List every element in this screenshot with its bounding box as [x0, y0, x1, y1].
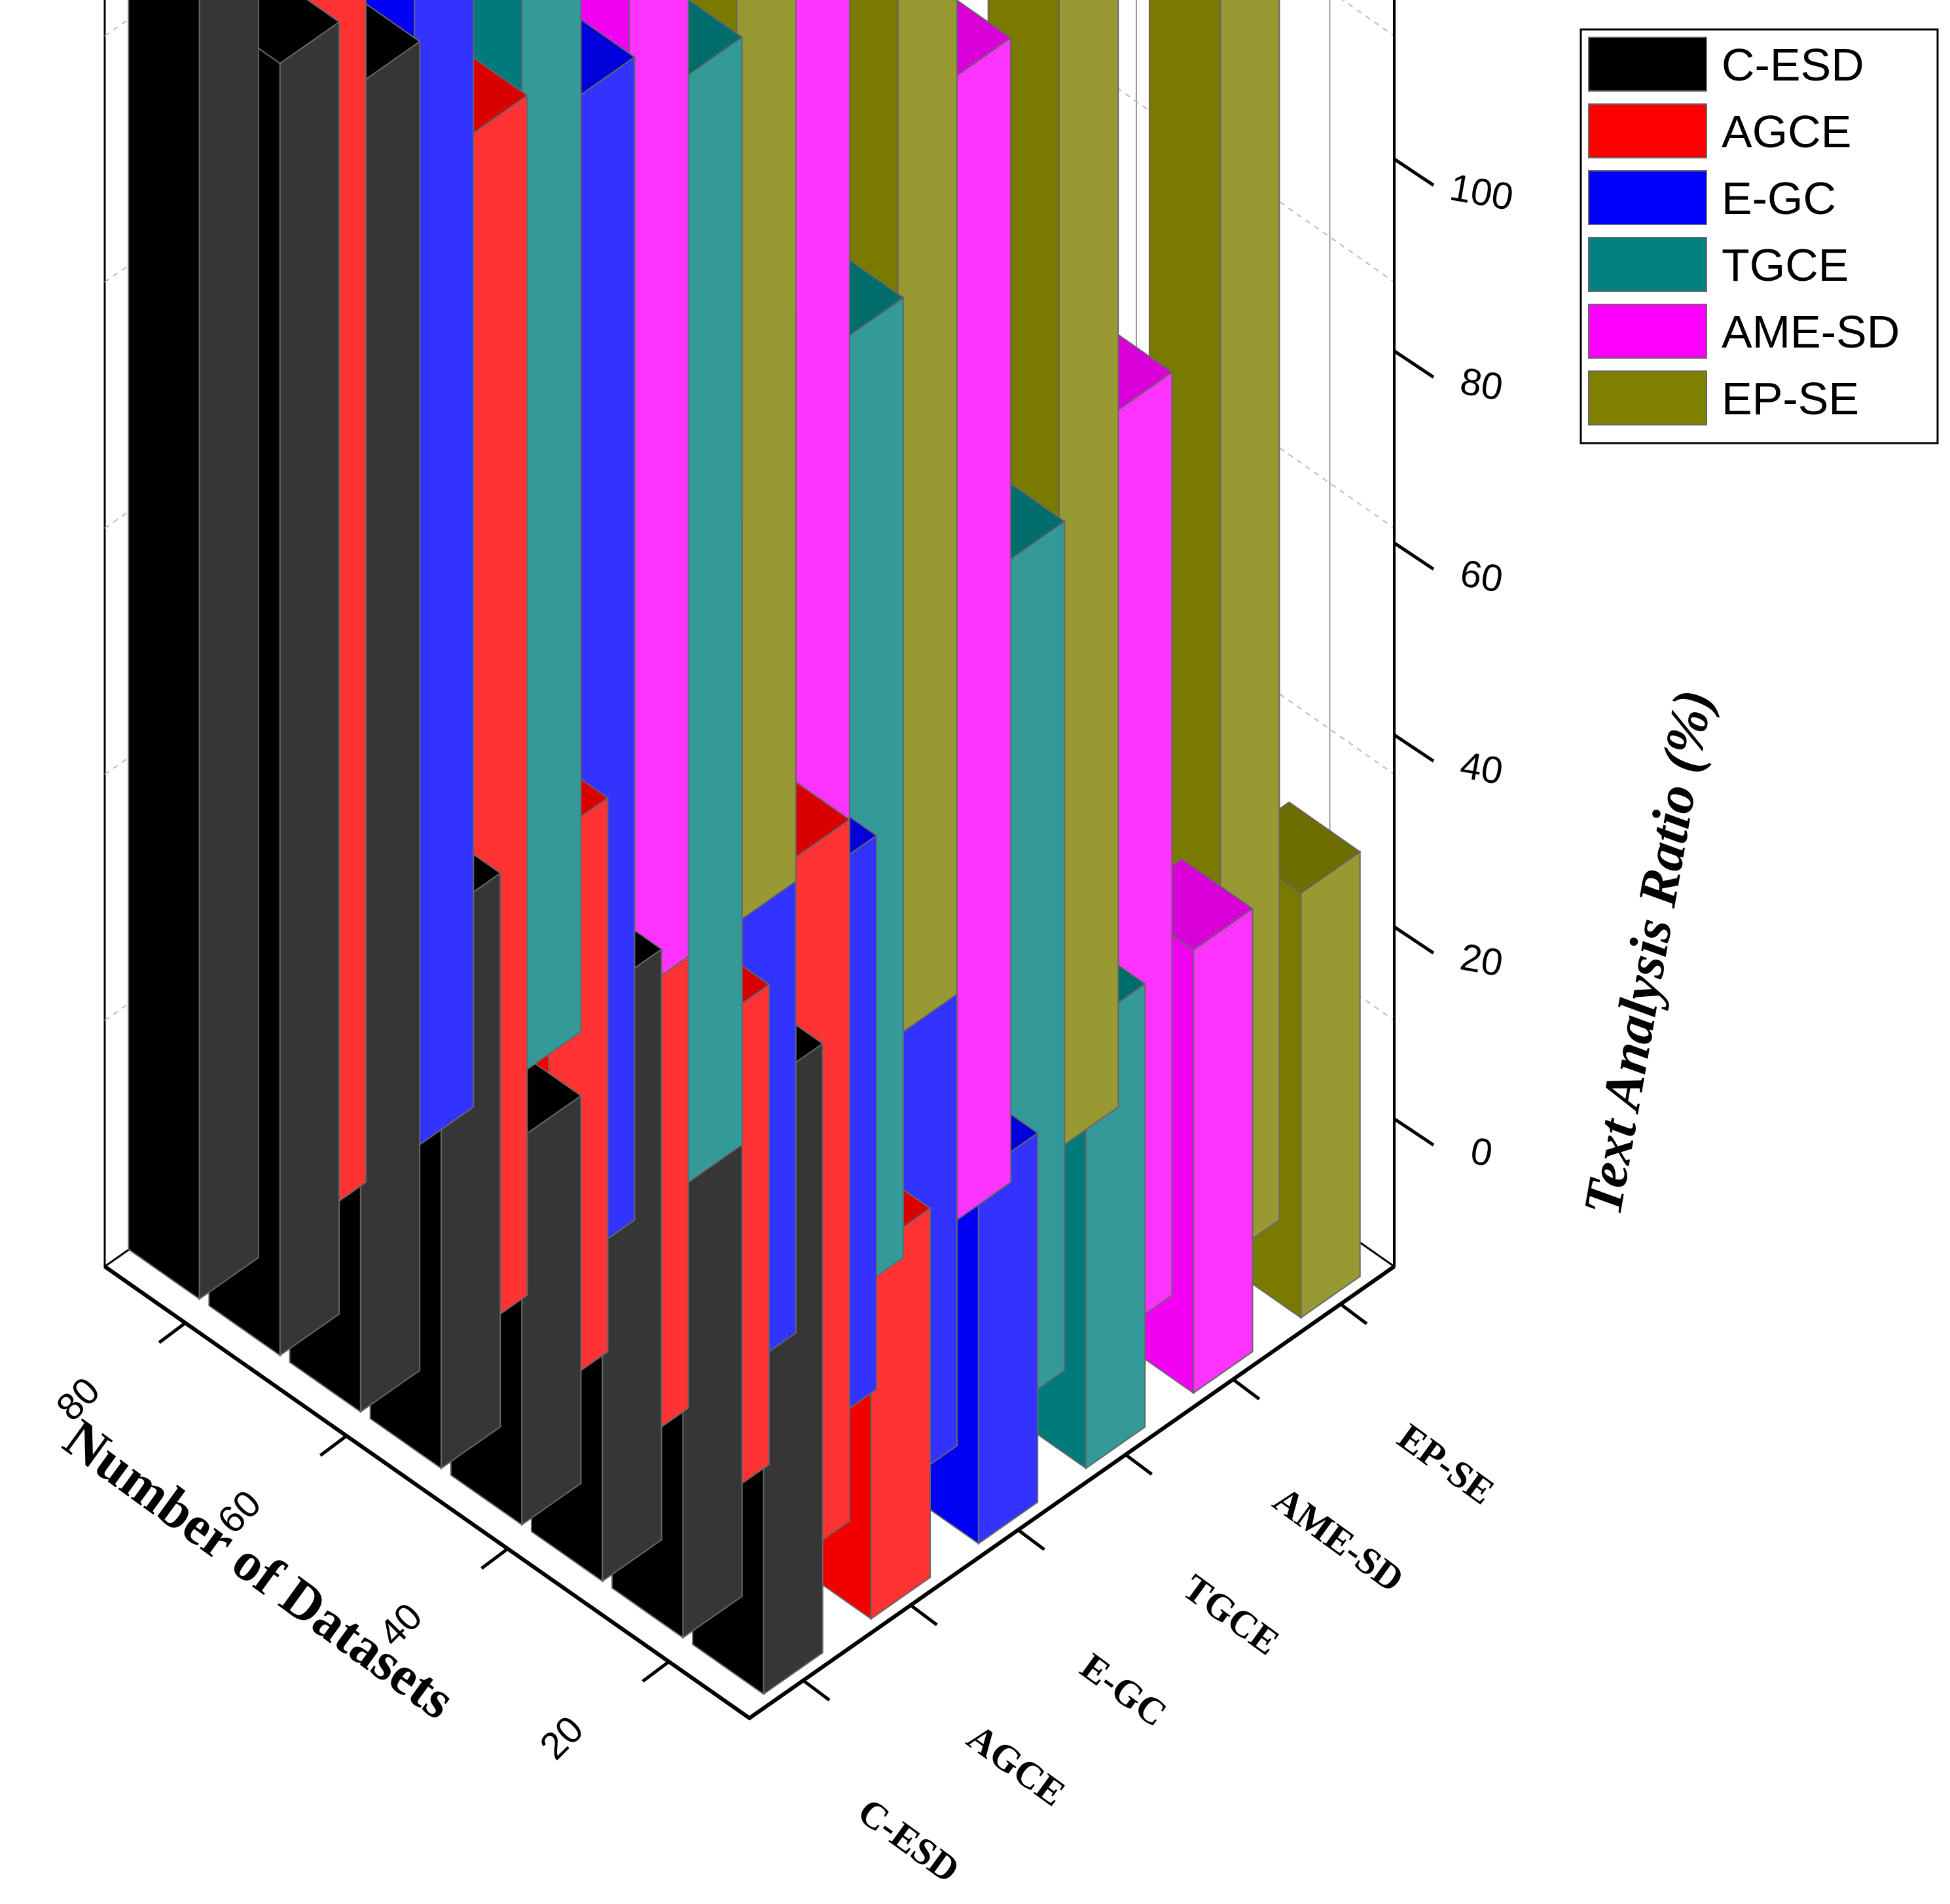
bar-side — [128, 0, 200, 1301]
legend-swatch — [1588, 170, 1707, 225]
bar-front — [1300, 850, 1361, 1320]
x-tick — [158, 1321, 187, 1344]
bar-front — [279, 20, 340, 1357]
legend-label: TGCE — [1722, 240, 1849, 291]
bars — [128, 0, 1362, 1696]
legend-swatch — [1588, 37, 1707, 92]
base-axis-lines — [103, 1265, 1396, 1721]
axis-box-front — [103, 0, 1396, 1721]
y-tick — [1339, 1302, 1368, 1325]
legend-swatch — [1588, 370, 1707, 425]
z-tick — [1393, 925, 1435, 955]
z-tick — [1393, 157, 1435, 187]
bar-c-esd — [128, 0, 259, 1301]
legend-label: EP-SE — [1722, 373, 1859, 424]
bar-front — [897, 0, 958, 1037]
x-tick — [641, 1660, 670, 1683]
bar-front — [736, 0, 797, 924]
legend-label: C-ESD — [1722, 39, 1864, 90]
y-tick — [1232, 1378, 1261, 1401]
bar-front — [950, 36, 1012, 1225]
z-axis-title: Text Analysis Ratio (%) — [1572, 685, 1725, 1220]
bar-front — [414, 0, 475, 1150]
y-tick-label: E-GC — [1073, 1645, 1175, 1735]
bar-front — [628, 0, 689, 999]
z-tick — [1393, 1117, 1435, 1147]
y-tick — [1125, 1453, 1153, 1476]
legend-label: E-GC — [1722, 173, 1836, 224]
legend-label: AME-SD — [1722, 306, 1900, 357]
bar-front — [521, 1094, 582, 1526]
bar-front — [1058, 0, 1119, 1150]
y-tick-label: EP-SE — [1390, 1415, 1502, 1513]
y-tick-label: C-ESD — [850, 1789, 967, 1891]
z-tick-label: 60 — [1457, 552, 1506, 601]
x-axis-title: Number of Datasets — [53, 1408, 466, 1731]
legend-swatch — [1588, 237, 1707, 292]
bar-front — [682, 35, 743, 1188]
z-tick-label: 80 — [1457, 359, 1506, 408]
legend: C-ESD AGCE E-GC TGCE AME-SD EP-SE — [1580, 28, 1939, 444]
z-tick-label: 20 — [1457, 935, 1506, 984]
x-tick-label: 20 — [532, 1708, 592, 1768]
z-tick-label: 100 — [1447, 166, 1517, 219]
legend-label: AGCE — [1722, 106, 1851, 157]
bar-front — [198, 0, 259, 1301]
y-tick-label: AME-SD — [1266, 1478, 1412, 1600]
z-tick — [1393, 541, 1435, 571]
z-tick — [1393, 350, 1435, 379]
z-tick — [1393, 733, 1435, 763]
z-tick-label: 40 — [1457, 744, 1506, 793]
legend-swatch — [1588, 103, 1707, 158]
z-tick-label: 0 — [1468, 1129, 1496, 1175]
x-tick — [480, 1547, 509, 1570]
y-tick — [909, 1604, 938, 1626]
bar-front — [1193, 907, 1254, 1395]
y-tick-label: AGCE — [960, 1715, 1074, 1814]
legend-swatch — [1588, 304, 1707, 359]
y-tick — [1017, 1528, 1045, 1551]
y-tick-label: TGCE — [1175, 1566, 1287, 1663]
bar-front — [359, 40, 421, 1414]
x-tick — [319, 1434, 348, 1457]
bar-front — [521, 0, 582, 1075]
y-tick — [802, 1679, 831, 1702]
